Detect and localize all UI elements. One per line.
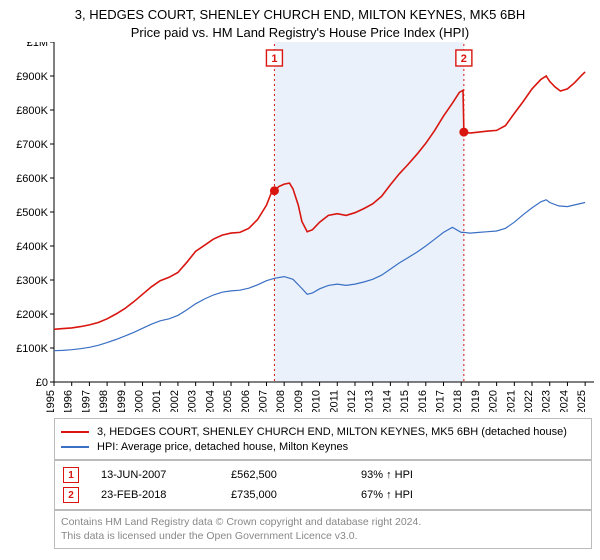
- x-tick-label: 1999: [116, 390, 128, 412]
- marker-label-2: 2: [461, 53, 467, 65]
- x-tick-label: 2024: [558, 390, 570, 412]
- x-tick-label: 2017: [435, 390, 447, 412]
- y-tick-label: £800K: [16, 105, 48, 117]
- marker-dot-1: [270, 186, 279, 195]
- event-marker-1: 1: [63, 467, 79, 483]
- footer-box: Contains HM Land Registry data © Crown c…: [54, 510, 592, 549]
- x-tick-label: 1998: [98, 390, 110, 412]
- x-tick-label: 2003: [187, 390, 199, 412]
- legend-box: 3, HEDGES COURT, SHENLEY CHURCH END, MIL…: [54, 418, 592, 460]
- event-row-2: 2 23-FEB-2018 £735,000 67% ↑ HPI: [59, 485, 587, 505]
- legend-swatch-hpi: [61, 446, 89, 448]
- title-line-1: 3, HEDGES COURT, SHENLEY CHURCH END, MIL…: [0, 6, 600, 24]
- y-tick-label: £300K: [16, 275, 48, 287]
- event-pct-1: 93% ↑ HPI: [361, 469, 587, 481]
- x-tick-label: 2000: [134, 390, 146, 412]
- y-tick-label: £600K: [16, 173, 48, 185]
- x-tick-label: 2006: [240, 390, 252, 412]
- x-tick-label: 2010: [311, 390, 323, 412]
- marker-dot-2: [459, 128, 468, 137]
- x-tick-label: 2002: [169, 390, 181, 412]
- marker-label-1: 1: [271, 53, 277, 65]
- title-line-2: Price paid vs. HM Land Registry's House …: [0, 24, 600, 42]
- y-tick-label: £900K: [16, 71, 48, 83]
- event-date-2: 23-FEB-2018: [101, 489, 231, 501]
- x-tick-label: 1997: [80, 390, 92, 412]
- x-tick-label: 1995: [45, 390, 57, 412]
- titles: 3, HEDGES COURT, SHENLEY CHURCH END, MIL…: [0, 0, 600, 41]
- x-tick-label: 2004: [204, 390, 216, 412]
- event-date-1: 13-JUN-2007: [101, 469, 231, 481]
- chart-container: 3, HEDGES COURT, SHENLEY CHURCH END, MIL…: [0, 0, 600, 560]
- shaded-region: [274, 42, 463, 382]
- event-pct-2: 67% ↑ HPI: [361, 489, 587, 501]
- x-tick-label: 2013: [364, 390, 376, 412]
- x-tick-label: 2009: [293, 390, 305, 412]
- x-tick-label: 2014: [381, 390, 393, 412]
- x-tick-label: 2025: [576, 390, 588, 412]
- x-tick-label: 2001: [151, 390, 163, 412]
- x-tick-label: 2020: [488, 390, 500, 412]
- x-tick-label: 2011: [328, 390, 340, 412]
- y-tick-label: £100K: [16, 343, 48, 355]
- legend-row-hpi: HPI: Average price, detached house, Milt…: [61, 439, 585, 454]
- x-tick-label: 2008: [275, 390, 287, 412]
- x-tick-label: 2018: [452, 390, 464, 412]
- footer-line-1: Contains HM Land Registry data © Crown c…: [61, 516, 585, 530]
- footer-line-2: This data is licensed under the Open Gov…: [61, 530, 585, 544]
- x-tick-label: 2016: [417, 390, 429, 412]
- x-tick-label: 2023: [541, 390, 553, 412]
- x-tick-label: 2021: [505, 390, 517, 412]
- y-tick-label: £500K: [16, 207, 48, 219]
- event-price-2: £735,000: [231, 489, 361, 501]
- x-tick-label: 2005: [222, 390, 234, 412]
- x-tick-label: 2022: [523, 390, 535, 412]
- legend-label-hpi: HPI: Average price, detached house, Milt…: [97, 441, 348, 453]
- legend-swatch-property: [61, 431, 89, 433]
- chart-svg: £0 £100K £200K £300K £400K £500K £600K £700K £80…: [0, 42, 600, 412]
- y-tick-label: £0: [36, 377, 48, 389]
- x-tick-label: 2007: [257, 390, 269, 412]
- event-marker-2: 2: [63, 487, 79, 503]
- y-tick-label: £200K: [16, 309, 48, 321]
- events-box: 1 13-JUN-2007 £562,500 93% ↑ HPI 2 23-FE…: [54, 460, 592, 510]
- x-tick-label: 2015: [399, 390, 411, 412]
- y-tick-label: £400K: [16, 241, 48, 253]
- y-tick-label: £700K: [16, 139, 48, 151]
- event-row-1: 1 13-JUN-2007 £562,500 93% ↑ HPI: [59, 465, 587, 485]
- chart-area: £0 £100K £200K £300K £400K £500K £600K £700K £80…: [0, 42, 600, 412]
- legend-label-property: 3, HEDGES COURT, SHENLEY CHURCH END, MIL…: [97, 426, 567, 438]
- x-tick-label: 1996: [63, 390, 75, 412]
- event-price-1: £562,500: [231, 469, 361, 481]
- legend-row-property: 3, HEDGES COURT, SHENLEY CHURCH END, MIL…: [61, 424, 585, 439]
- x-tick-label: 2019: [470, 390, 482, 412]
- x-tick-label: 2012: [346, 390, 358, 412]
- y-tick-label: £1M: [27, 42, 48, 49]
